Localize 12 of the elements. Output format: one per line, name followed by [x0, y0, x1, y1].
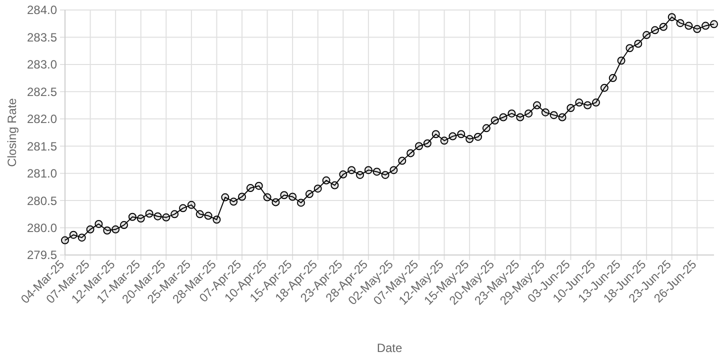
y-tick-label: 282.0 — [26, 112, 58, 126]
y-tick-label: 280.5 — [26, 194, 58, 208]
y-tick-label: 283.0 — [26, 58, 58, 72]
y-tick-label: 283.5 — [26, 30, 58, 44]
x-axis-title: Date — [376, 341, 402, 355]
y-tick-label: 279.5 — [26, 248, 58, 262]
y-tick-label: 281.5 — [26, 139, 58, 154]
y-axis-title: Closing Rate — [5, 98, 19, 167]
y-tick-label: 282.5 — [26, 84, 58, 99]
y-tick-label: 281.0 — [26, 166, 58, 181]
y-tick-label: 280.0 — [26, 220, 58, 235]
y-tick-label: 284.0 — [26, 3, 58, 18]
